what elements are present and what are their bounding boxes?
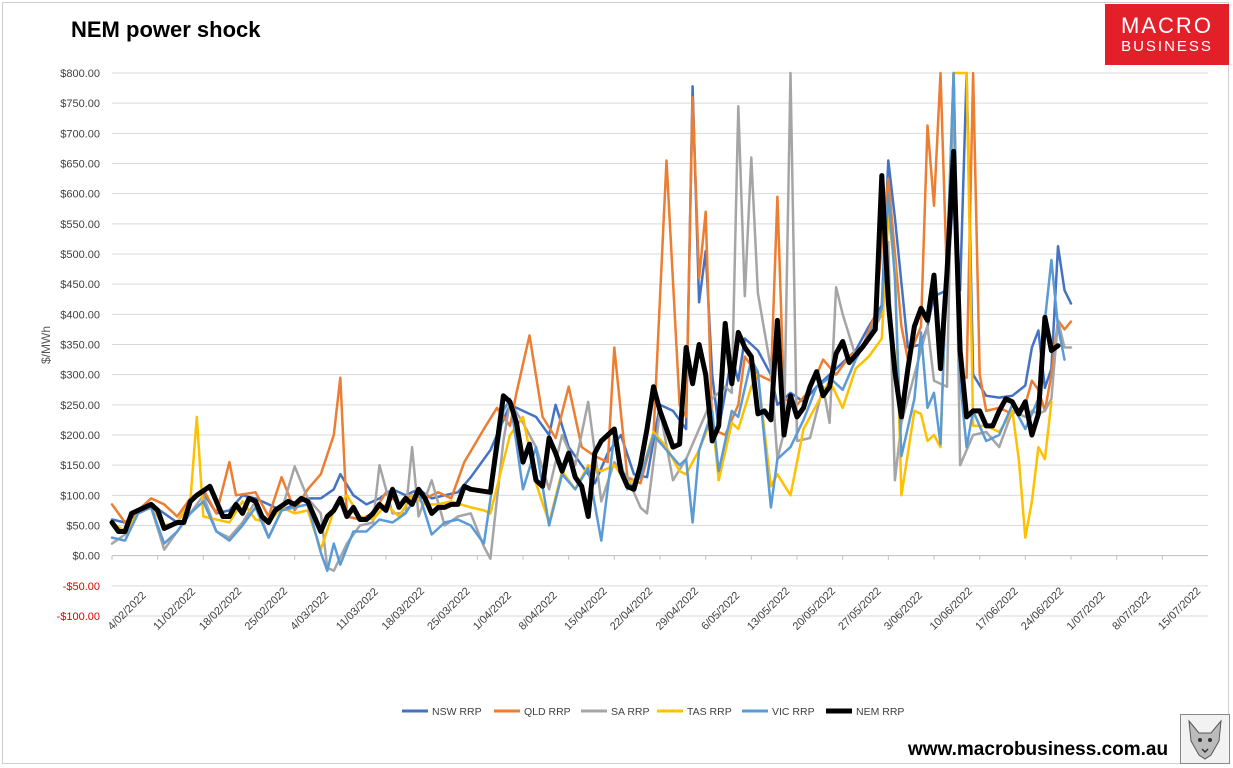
y-tick-label: -$100.00	[57, 611, 100, 623]
x-tick-label: 27/05/2022	[836, 585, 883, 632]
wolf-logo-icon	[1180, 714, 1230, 764]
x-tick-label: 11/02/2022	[151, 586, 198, 633]
x-tick-label: 22/04/2022	[608, 585, 655, 632]
footer-url[interactable]: www.macrobusiness.com.au	[908, 739, 1169, 760]
y-tick-label: $650.00	[60, 159, 100, 171]
logo-line-2: BUSINESS	[1121, 38, 1213, 55]
x-tick-label: 18/03/2022	[380, 585, 427, 632]
series-line-qld-rrp	[110, 71, 1073, 524]
x-tick-label: 4/03/2022	[288, 590, 331, 633]
x-tick-label: 4/02/2022	[106, 590, 149, 633]
legend-label: VIC RRP	[772, 706, 815, 718]
x-tick-label: 18/02/2022	[197, 585, 244, 632]
chart-title: NEM power shock	[71, 17, 261, 42]
y-tick-label: $500.00	[60, 249, 100, 261]
x-tick-label: 24/06/2022	[1019, 585, 1066, 632]
x-tick-label: 15/04/2022	[562, 585, 609, 632]
y-tick-label: $350.00	[60, 340, 100, 352]
macrobusiness-logo: MACRO BUSINESS	[1105, 4, 1229, 65]
legend-label: QLD RRP	[524, 706, 571, 718]
y-tick-label: $0.00	[72, 551, 100, 563]
y-tick-label: $250.00	[60, 400, 100, 412]
legend-label: SA RRP	[611, 706, 650, 718]
y-tick-label: $150.00	[60, 460, 100, 472]
y-tick-label: $800.00	[60, 68, 100, 80]
y-tick-label: $550.00	[60, 219, 100, 231]
y-tick-label: $750.00	[60, 98, 100, 110]
x-tick-label: 13/05/2022	[745, 585, 792, 632]
x-axis-ticks: 4/02/2022 11/02/202218/02/202225/02/20224…	[106, 555, 1203, 633]
x-tick-label: 10/06/2022	[928, 585, 975, 632]
x-tick-label: 25/03/2022	[425, 585, 472, 632]
y-tick-label: $600.00	[60, 189, 100, 201]
x-tick-label: 20/05/2022	[791, 585, 838, 632]
y-tick-label: $400.00	[60, 309, 100, 321]
y-tick-label: $700.00	[60, 128, 100, 140]
legend-label: TAS RRP	[687, 706, 732, 718]
y-tick-label: $100.00	[60, 490, 100, 502]
x-tick-label: 8/04/2022	[517, 590, 560, 633]
y-tick-label: $450.00	[60, 279, 100, 291]
legend: NSW RRP QLD RRP SA RRP TAS RRP VIC RRP NEM RR…	[402, 706, 904, 718]
logo-line-1: MACRO	[1121, 13, 1213, 38]
y-tick-label: -$50.00	[63, 581, 100, 593]
y-axis-ticks: $800.00 $750.00 $700.00 $650.00 $600.00 $550.…	[57, 68, 100, 623]
x-tick-label: 25/02/2022	[243, 585, 290, 632]
x-tick-label: 3/06/2022	[882, 590, 925, 633]
legend-label: NSW RRP	[432, 706, 482, 718]
y-tick-label: $50.00	[66, 521, 100, 533]
y-tick-label: $300.00	[60, 370, 100, 382]
x-tick-label: 1/04/2022	[471, 590, 514, 633]
x-tick-label: 15/07/2022	[1156, 585, 1203, 632]
x-tick-label: 1/07/2022	[1065, 590, 1108, 633]
series-lines	[109, 71, 1073, 573]
x-tick-label: 6/05/2022	[699, 590, 742, 633]
series-line-nem-rrp	[109, 148, 1061, 534]
y-axis-label: $/MWh	[39, 326, 53, 364]
x-tick-label: 17/06/2022	[973, 585, 1020, 632]
x-tick-label: 11/03/2022	[334, 586, 381, 633]
y-tick-label: $200.00	[60, 430, 100, 442]
legend-label: NEM RRP	[856, 706, 904, 718]
x-tick-label: 29/04/2022	[654, 585, 701, 632]
x-tick-label: 8/07/2022	[1110, 590, 1153, 633]
series-line-vic-rrp	[110, 71, 1066, 573]
